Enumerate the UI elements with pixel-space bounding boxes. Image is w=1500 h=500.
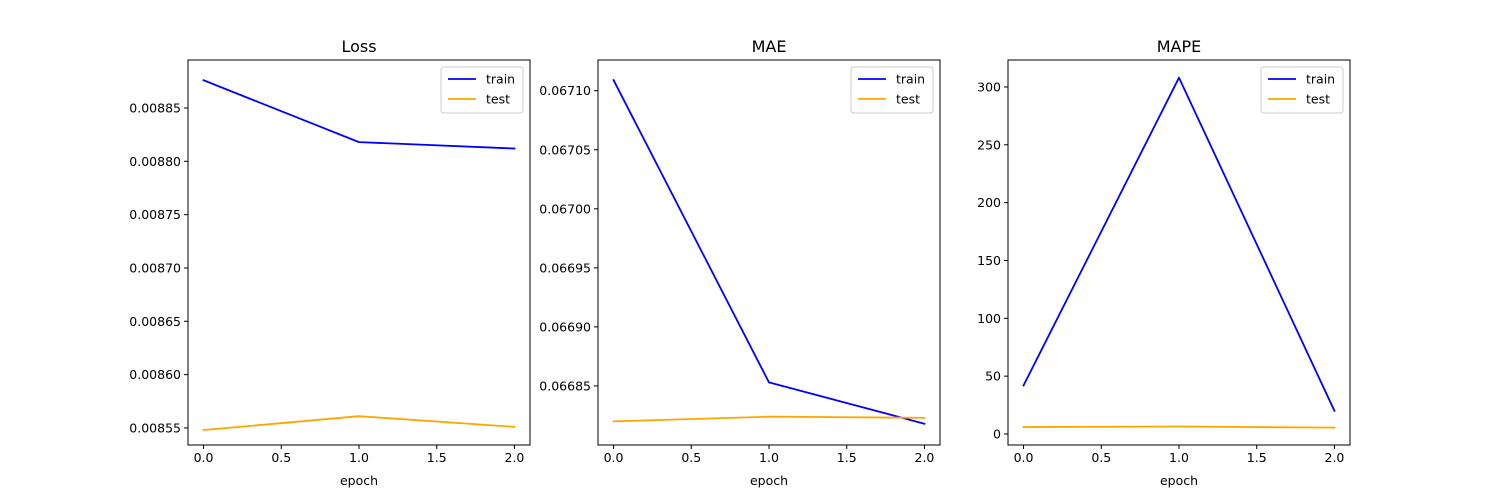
plot-frame	[597, 59, 941, 446]
series-group	[1022, 76, 1336, 429]
y-tick-label: 300	[977, 79, 1001, 94]
plot-frame	[1007, 59, 1351, 446]
y-tick-label: 0.00880	[129, 154, 181, 169]
x-tick-label: 1.5	[1247, 450, 1267, 465]
x-tick-label: 0.5	[1091, 450, 1111, 465]
plot-frame	[187, 59, 531, 446]
x-axis-label: epoch	[340, 473, 378, 488]
legend-label-train: train	[486, 72, 515, 87]
y-tick-label: 50	[985, 369, 1001, 384]
series-line-train	[612, 78, 926, 425]
y-tick-label: 0.06710	[539, 83, 591, 98]
chart-title: Loss	[341, 37, 376, 56]
y-tick-label: 0.00860	[129, 367, 181, 382]
x-axis-label: epoch	[1160, 473, 1198, 488]
chart-panel-mae: MAE 0.0 0.5 1.0 1.5 2.0 0.06685 0.06690 0.06695 0…	[539, 37, 941, 488]
y-tick-label: 150	[977, 253, 1001, 268]
chart-panel-mape: MAPE 0.0 0.5 1.0 1.5 2.0 0 50 100 150 200 250 300 epo…	[977, 37, 1351, 488]
x-tick-label: 0.0	[604, 450, 624, 465]
y-tick-label: 250	[977, 137, 1001, 152]
y-tick-label: 0.06700	[539, 201, 591, 216]
y-tick-label: 0.06695	[539, 260, 591, 275]
y-tick-label: 100	[977, 311, 1001, 326]
y-tick-label: 0.06705	[539, 142, 591, 157]
legend-label-test: test	[486, 92, 510, 107]
series-group	[612, 78, 926, 425]
chart-title: MAPE	[1157, 37, 1202, 56]
y-tick-label: 0.00870	[129, 260, 181, 275]
series-group	[202, 79, 516, 432]
x-tick-label: 2.0	[1325, 450, 1345, 465]
legend-label-train: train	[896, 72, 925, 87]
series-line-train	[202, 79, 516, 150]
y-tick-label: 0.00865	[129, 314, 181, 329]
x-tick-label: 1.0	[1169, 450, 1189, 465]
series-line-train	[1022, 76, 1336, 413]
y-tick-label: 0.06690	[539, 319, 591, 334]
legend: train test	[1260, 66, 1344, 114]
legend: train test	[440, 66, 524, 114]
legend: train test	[850, 66, 934, 114]
x-axis-label: epoch	[750, 473, 788, 488]
y-tick-label: 0.00875	[129, 207, 181, 222]
series-line-test	[612, 415, 926, 423]
x-tick-label: 0.0	[194, 450, 214, 465]
x-tick-label: 2.0	[505, 450, 525, 465]
chart-title: MAE	[752, 37, 787, 56]
x-tick-label: 0.5	[681, 450, 701, 465]
chart-panel-loss: Loss 0.0 0.5 1.0 1.5 2.0 0.00855 0.00860 0.00865…	[129, 37, 531, 488]
x-tick-label: 1.0	[759, 450, 779, 465]
legend-label-train: train	[1306, 72, 1335, 87]
x-tick-label: 1.5	[837, 450, 857, 465]
legend-label-test: test	[1306, 92, 1330, 107]
legend-label-test: test	[896, 92, 920, 107]
y-tick-label: 0	[993, 427, 1001, 442]
y-tick-label: 0.00885	[129, 100, 181, 115]
y-tick-label: 200	[977, 195, 1001, 210]
x-tick-label: 0.0	[1014, 450, 1034, 465]
x-tick-label: 0.5	[271, 450, 291, 465]
series-line-test	[1022, 425, 1336, 429]
y-tick-label: 0.00855	[129, 420, 181, 435]
y-tick-label: 0.06685	[539, 378, 591, 393]
series-line-test	[202, 415, 516, 432]
x-tick-label: 1.5	[427, 450, 447, 465]
x-tick-label: 1.0	[349, 450, 369, 465]
x-tick-label: 2.0	[915, 450, 935, 465]
